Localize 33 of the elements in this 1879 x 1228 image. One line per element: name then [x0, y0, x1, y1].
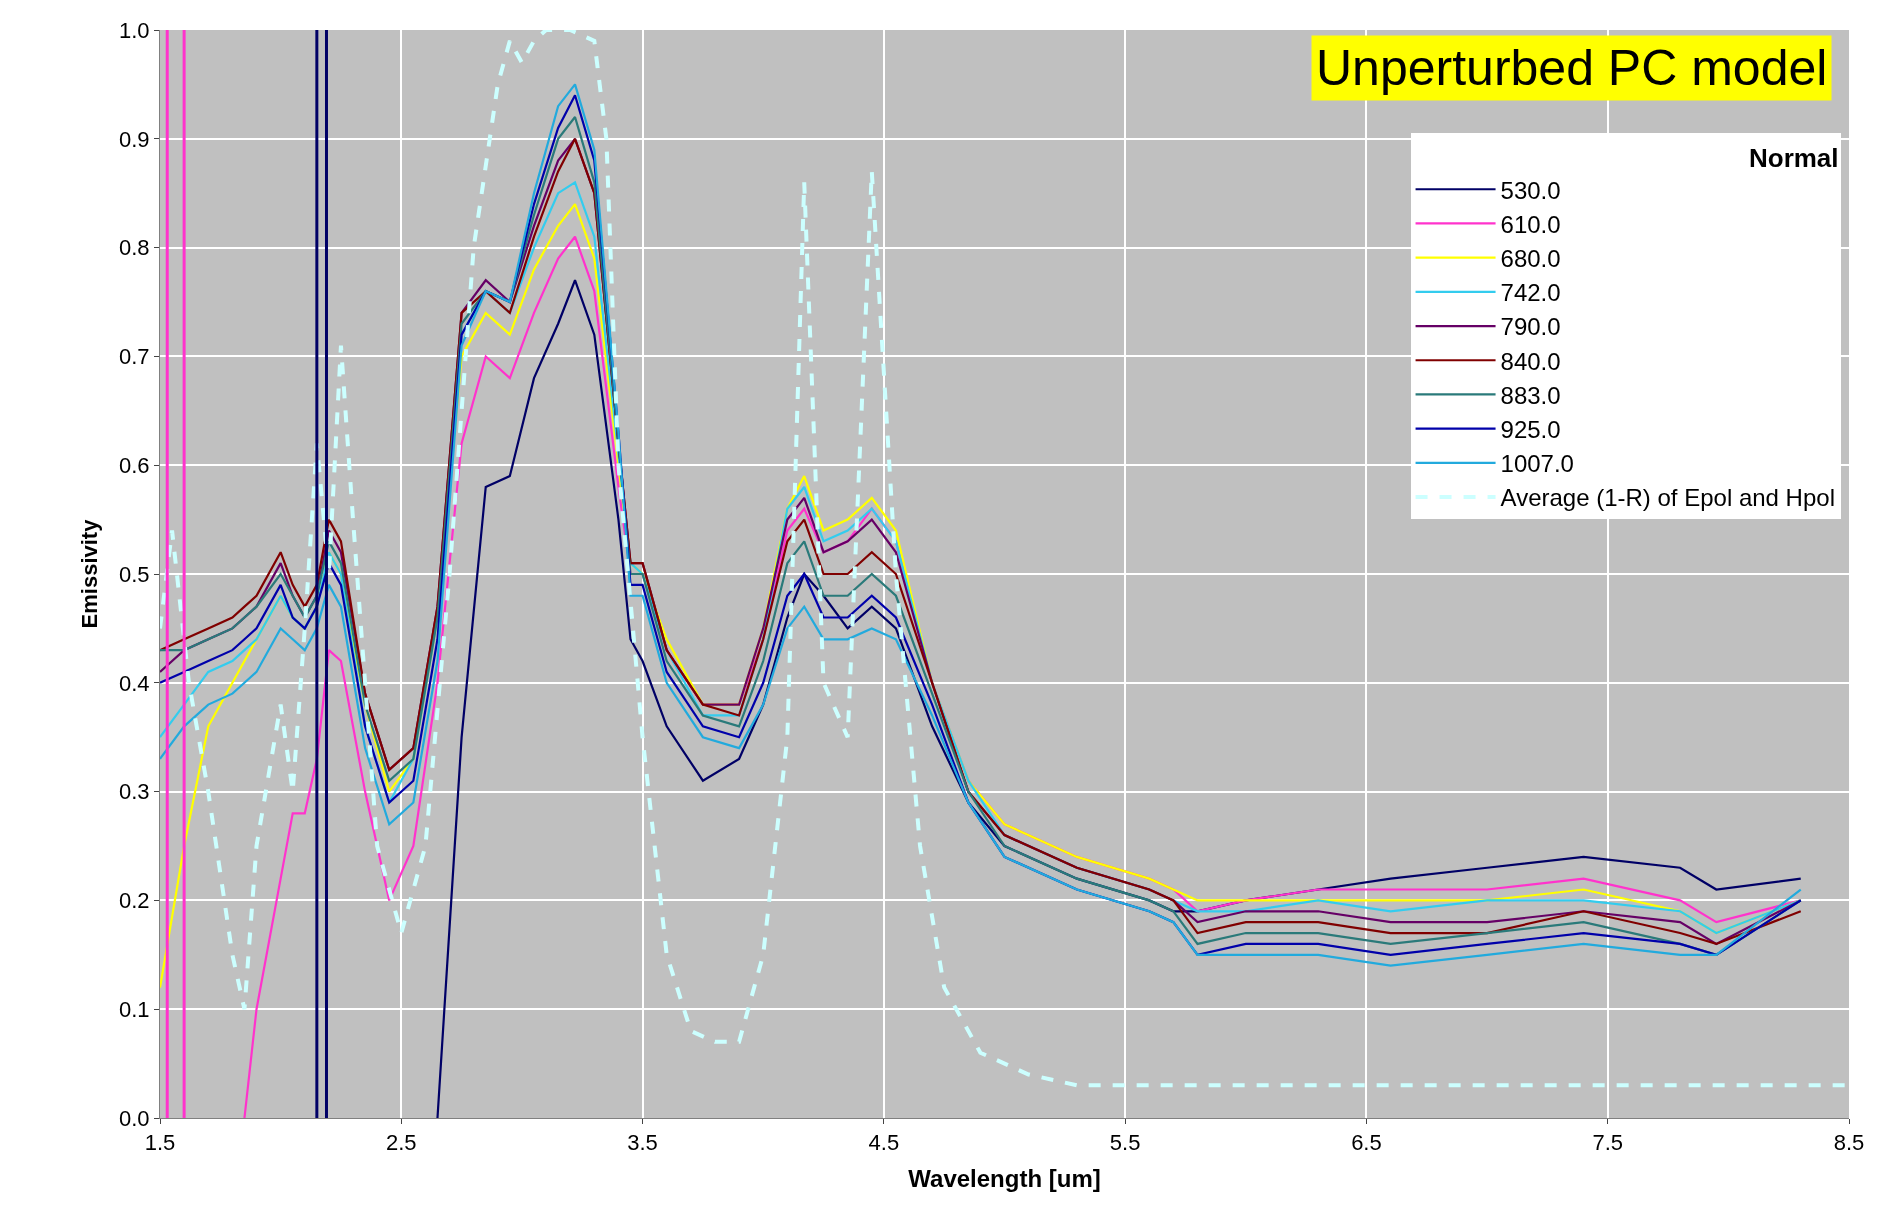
legend-label: Average (1-R) of Epol and Hpol	[1500, 484, 1835, 512]
legend-label: 840.0	[1500, 347, 1561, 375]
chart-title: Unperturbed PC model	[1316, 40, 1828, 96]
x-tick-label: 8.5	[1833, 1130, 1865, 1156]
x-tick-label: 5.5	[1109, 1130, 1141, 1156]
y-tick-label: 0.0	[119, 1105, 150, 1131]
y-tick-label: 0.9	[119, 126, 150, 152]
y-tick-label: 0.7	[119, 344, 150, 370]
legend-title: Normal	[1748, 143, 1839, 174]
y-tick-label: 1.0	[119, 17, 150, 43]
legend-label: 1007.0	[1500, 450, 1574, 478]
x-tick-label: 2.5	[385, 1130, 417, 1156]
legend-label: 680.0	[1500, 245, 1561, 273]
y-tick-label: 0.3	[119, 779, 150, 805]
legend-label: 530.0	[1500, 176, 1561, 204]
legend-label: 610.0	[1500, 210, 1561, 238]
x-tick-label: 4.5	[868, 1130, 900, 1156]
y-tick-label: 0.1	[119, 996, 150, 1022]
x-tick-label: 6.5	[1351, 1130, 1382, 1156]
y-tick-label: 0.5	[119, 561, 150, 587]
y-tick-label: 0.8	[119, 235, 150, 261]
x-tick-label: 1.5	[144, 1130, 176, 1156]
y-tick-label: 0.4	[119, 670, 150, 696]
y-tick-label: 0.2	[119, 888, 150, 914]
x-tick-label: 3.5	[627, 1130, 658, 1156]
x-tick-label: 7.5	[1592, 1130, 1624, 1156]
legend-label: 883.0	[1500, 381, 1561, 409]
x-axis-title: Wavelength [um]	[908, 1164, 1101, 1192]
legend-label: 925.0	[1500, 416, 1561, 444]
legend-label: 742.0	[1500, 279, 1561, 307]
y-axis-title: Emissivity	[76, 518, 102, 629]
legend-label: 790.0	[1500, 313, 1561, 341]
y-tick-label: 0.6	[119, 452, 150, 478]
